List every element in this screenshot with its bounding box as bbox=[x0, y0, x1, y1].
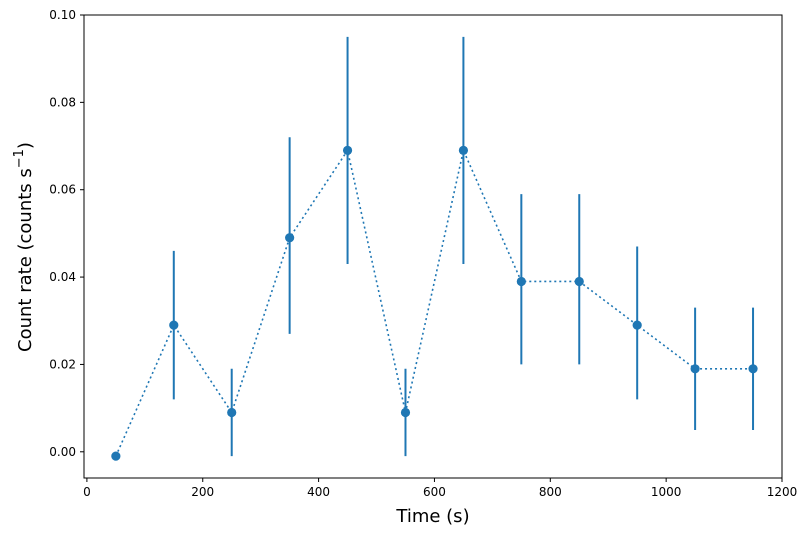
y-axis-title: Count rate (counts s−1) bbox=[12, 142, 36, 352]
x-tick-label: 1000 bbox=[651, 485, 682, 499]
y-tick-label: 0.02 bbox=[49, 357, 76, 371]
data-point bbox=[285, 233, 295, 243]
y-axis-title-close: ) bbox=[15, 142, 36, 149]
data-point bbox=[690, 364, 700, 374]
x-tick-label: 800 bbox=[539, 485, 562, 499]
x-tick-label: 400 bbox=[307, 485, 330, 499]
y-tick-label: 0.10 bbox=[49, 8, 76, 22]
data-point bbox=[169, 320, 179, 330]
y-tick-label: 0.06 bbox=[49, 183, 76, 197]
y-axis-title-superscript: −1 bbox=[12, 149, 27, 168]
y-axis: 0.00 0.02 0.04 0.06 0.08 0.10 bbox=[49, 8, 84, 459]
data-point bbox=[400, 407, 411, 418]
data-point bbox=[342, 145, 353, 156]
x-tick-label: 0 bbox=[83, 485, 91, 499]
data-point bbox=[632, 320, 642, 330]
y-tick-label: 0.08 bbox=[49, 95, 76, 109]
x-tick-label: 1200 bbox=[767, 485, 798, 499]
series-line bbox=[115, 147, 754, 457]
y-tick-label: 0.04 bbox=[49, 270, 76, 284]
y-axis-title-main: Count rate (counts s bbox=[15, 168, 36, 352]
plot-area bbox=[83, 14, 783, 479]
data-point bbox=[227, 407, 237, 418]
x-tick-label: 200 bbox=[191, 485, 214, 499]
data-point bbox=[111, 451, 121, 461]
y-tick-label: 0.00 bbox=[49, 445, 76, 459]
x-axis: 0 200 400 600 800 1000 1200 bbox=[83, 478, 797, 499]
data-series bbox=[111, 36, 758, 461]
data-point bbox=[516, 276, 526, 287]
x-tick-label: 600 bbox=[423, 485, 446, 499]
data-point bbox=[574, 276, 584, 287]
data-point bbox=[748, 364, 758, 374]
x-axis-title: Time (s) bbox=[395, 506, 469, 527]
data-point bbox=[458, 145, 469, 156]
